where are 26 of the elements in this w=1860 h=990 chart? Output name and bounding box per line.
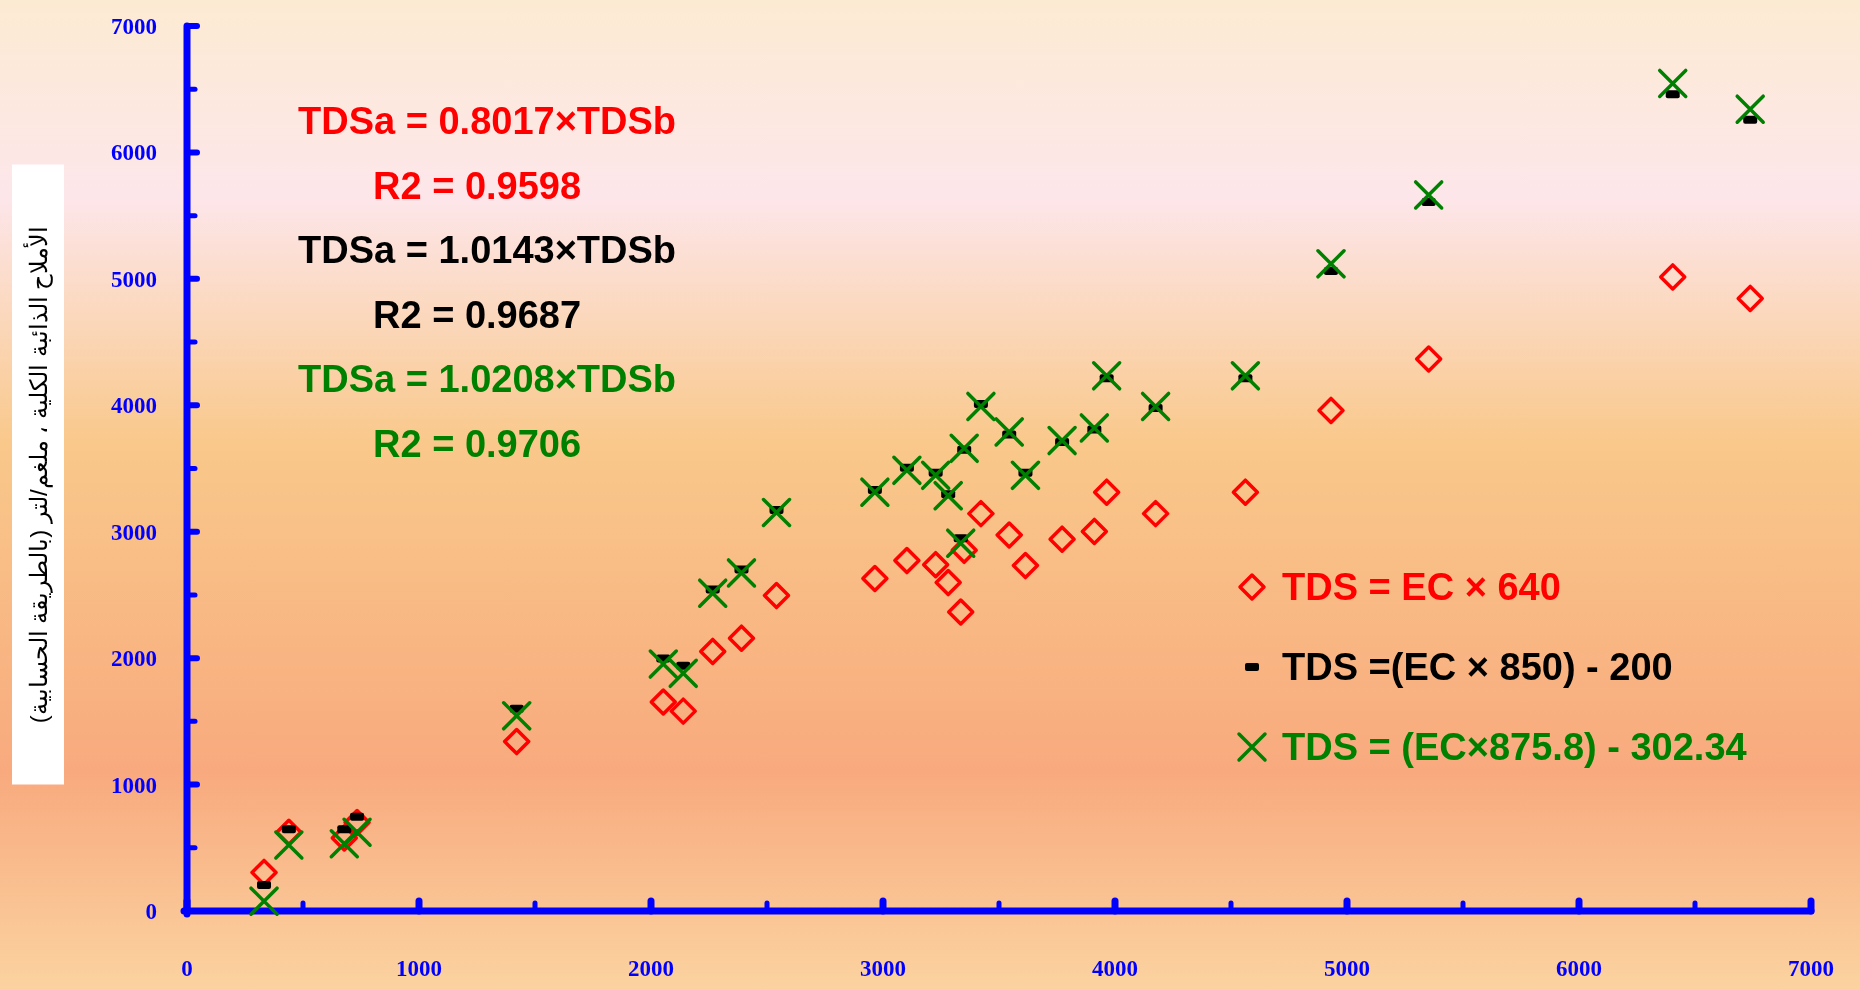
x-tick-label: 1000: [396, 956, 442, 981]
y-tick-label: 4000: [111, 393, 157, 419]
y-tick-label: 6000: [111, 140, 157, 166]
x-tick-label: 7000: [1788, 956, 1834, 981]
legend-label: TDS = (EC×875.8) - 302.34: [1282, 726, 1747, 768]
x-tick-label: 6000: [1556, 956, 1602, 981]
y-tick-label: 0: [145, 899, 157, 924]
annotation: R2 = 0.9598: [373, 164, 582, 207]
x-tick-label: 2000: [628, 956, 674, 981]
y-tick-label: 1000: [111, 772, 157, 798]
annotation: TDSa = 1.0143×TDSb: [298, 229, 677, 271]
x-tick-label: 0: [181, 956, 193, 981]
x-tick-label: 4000: [1092, 956, 1138, 981]
annotation: R2 = 0.9706: [373, 422, 582, 465]
y-axis-title: الأملاح الذائبة الكلية ، ملغم/لتر (بالطريقة الحسابية): [23, 225, 53, 724]
y-tick-label: 2000: [111, 646, 157, 672]
legend-label: TDS =(EC × 850) - 200: [1282, 646, 1673, 688]
annotation: R2 = 0.9687: [373, 293, 582, 336]
annotation: TDSa = 0.8017×TDSb: [298, 100, 677, 142]
x-tick-label: 3000: [860, 956, 906, 981]
x-tick-label: 5000: [1324, 956, 1370, 981]
annotation: TDSa = 1.0208×TDSb: [298, 358, 677, 400]
legend-label: TDS = EC × 640: [1282, 566, 1561, 608]
y-tick-label: 3000: [111, 519, 157, 545]
y-tick-label: 5000: [111, 266, 157, 292]
y-tick-label: 7000: [111, 14, 157, 39]
